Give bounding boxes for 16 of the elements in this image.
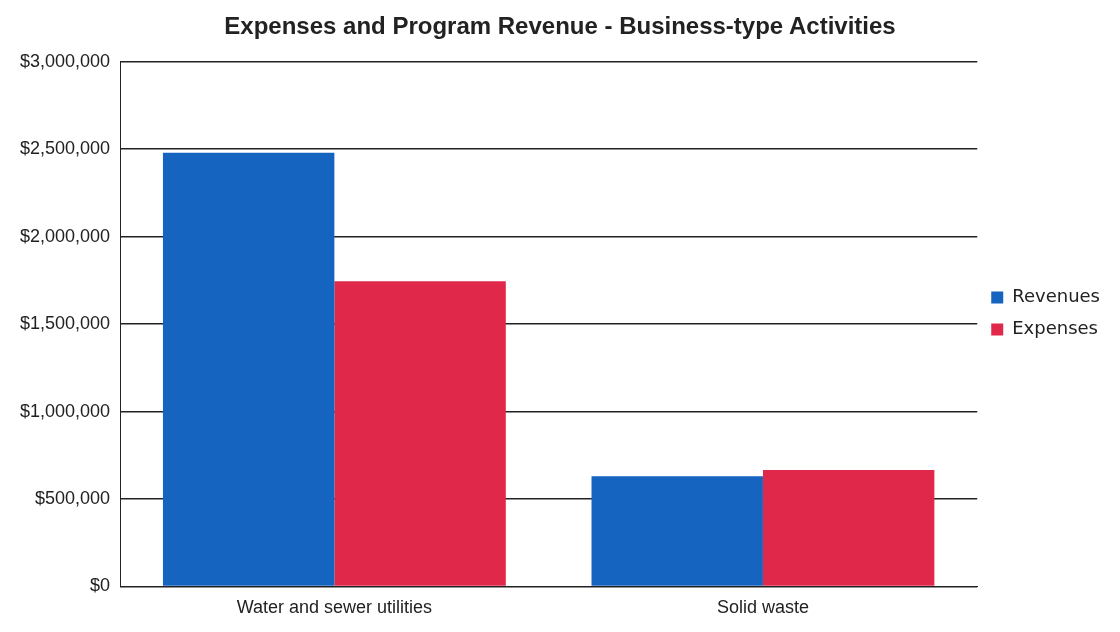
x-tick-label: Solid waste bbox=[716, 597, 809, 618]
legend-label: Revenues bbox=[1012, 285, 1101, 307]
bar bbox=[162, 152, 335, 586]
y-tick-label: $2,000,000 bbox=[19, 225, 111, 246]
bar bbox=[762, 470, 935, 586]
y-tick-label: $1,500,000 bbox=[19, 313, 111, 334]
y-tick-label: $3,000,000 bbox=[19, 50, 111, 71]
legend-label: Expenses bbox=[1012, 317, 1098, 339]
chart-title: Expenses and Program Revenue - Business-type Activities bbox=[224, 12, 896, 40]
y-tick-label: $500,000 bbox=[35, 487, 111, 508]
x-tick-label: Water and sewer utilities bbox=[236, 597, 433, 618]
y-tick-label: $2,500,000 bbox=[19, 138, 111, 159]
y-tick-label: $1,000,000 bbox=[19, 400, 111, 421]
bar bbox=[334, 281, 506, 586]
y-tick-label: $0 bbox=[90, 575, 111, 596]
bar bbox=[591, 476, 763, 586]
